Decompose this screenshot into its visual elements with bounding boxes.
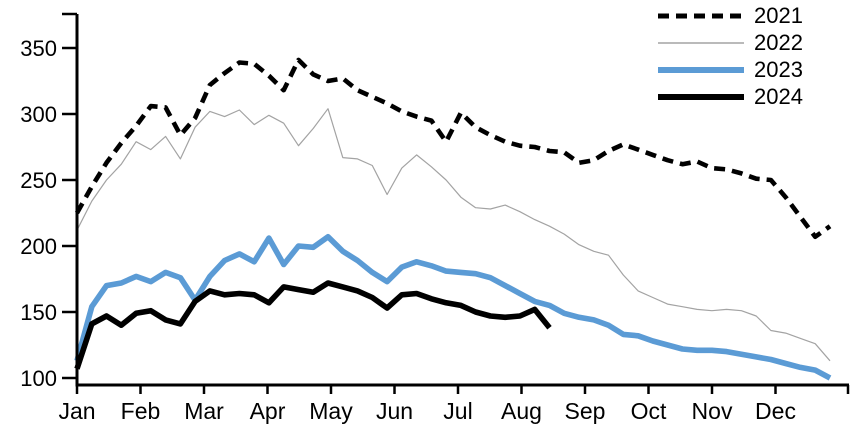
series-line-2022 — [76, 108, 831, 362]
legend-label-2022: 2022 — [754, 29, 803, 55]
legend-line-sample-2024 — [658, 93, 744, 100]
y-tick-label: 350 — [20, 36, 57, 61]
x-tick-label: Jul — [443, 398, 472, 424]
legend-label-2023: 2023 — [754, 56, 803, 82]
x-tick-label: Jan — [58, 398, 95, 424]
legend-line-sample-2021 — [658, 13, 744, 18]
x-tick-label: Oct — [631, 398, 667, 424]
legend-item-2023: 2023 — [657, 56, 803, 83]
chart-legend: 2021 2022 2023 2024 — [657, 2, 803, 110]
x-tick-label: Aug — [501, 398, 542, 424]
legend-line-sample-2023 — [658, 66, 744, 73]
series-line-2024 — [74, 280, 552, 370]
legend-item-2021: 2021 — [657, 2, 803, 29]
x-tick-label: May — [309, 398, 353, 424]
series-line-2023 — [74, 234, 832, 381]
x-tick-label: Sep — [565, 398, 606, 424]
x-tick-label: Feb — [121, 398, 161, 424]
y-tick-label: 100 — [20, 366, 57, 391]
y-tick-label: 250 — [20, 168, 57, 193]
x-tick-label: Jun — [376, 398, 413, 424]
x-tick-label: Apr — [250, 398, 286, 424]
legend-label-2024: 2024 — [754, 83, 803, 109]
x-tick-label: Dec — [755, 398, 796, 424]
x-tick-label: Mar — [184, 398, 224, 424]
x-tick-label: Nov — [692, 398, 733, 424]
legend-label-2021: 2021 — [754, 2, 803, 28]
y-tick-label: 300 — [20, 102, 57, 127]
y-tick-label: 150 — [20, 300, 57, 325]
legend-item-2022: 2022 — [657, 29, 803, 56]
legend-item-2024: 2024 — [657, 83, 803, 110]
legend-line-sample-2022 — [658, 41, 744, 44]
y-tick-label: 200 — [20, 234, 57, 259]
series-line-2021 — [74, 57, 832, 240]
